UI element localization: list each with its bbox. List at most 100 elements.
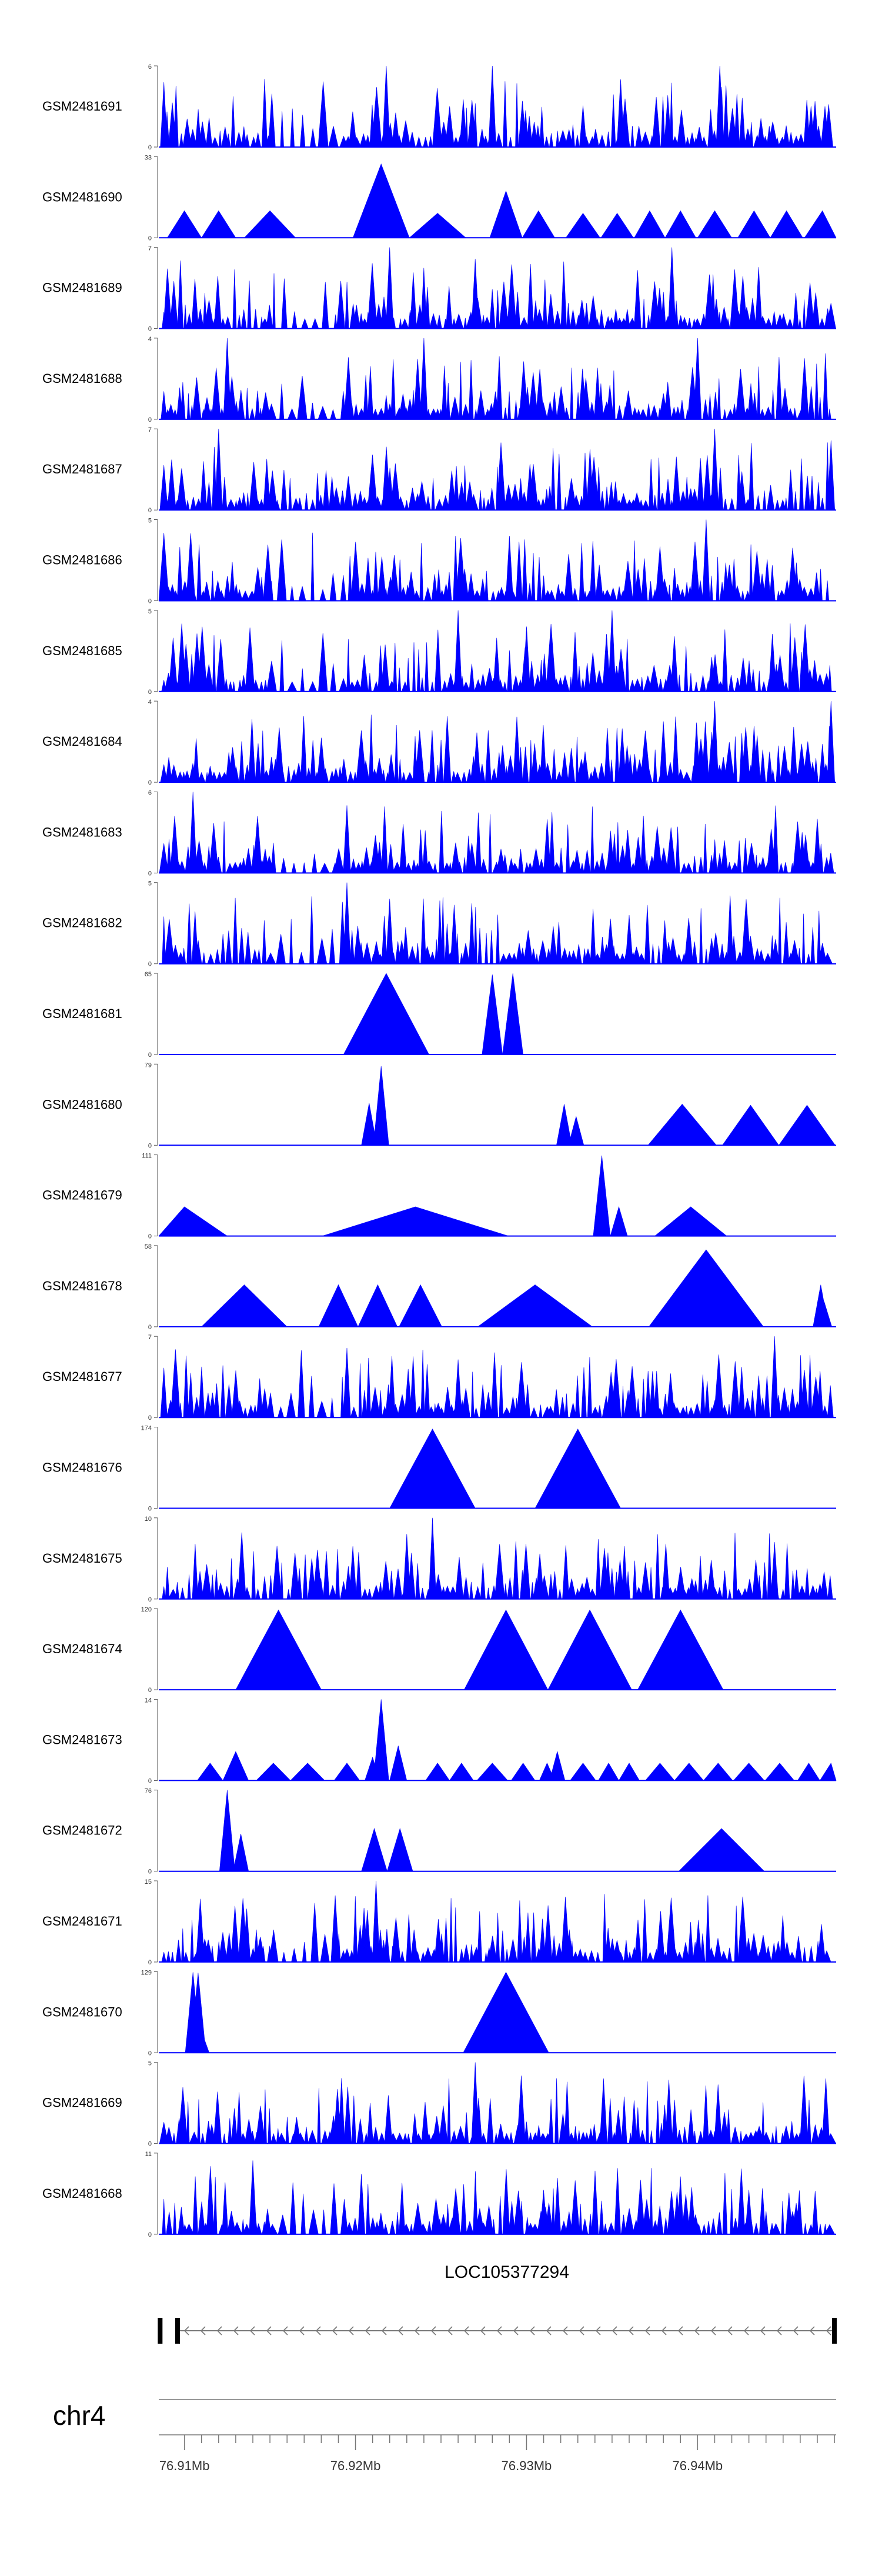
coverage-peak	[813, 758, 818, 783]
coverage-peak	[599, 2200, 604, 2235]
coverage-peak	[554, 2078, 559, 2144]
coverage-peak	[339, 678, 349, 692]
coverage-peak	[496, 356, 503, 420]
coverage-peak	[322, 1206, 509, 1236]
track-GSM2481671: GSM2481671 15 0	[42, 1878, 836, 1966]
coverage-peak	[198, 1366, 205, 1418]
coverage-peak	[549, 926, 557, 964]
track-label: GSM2481689	[42, 281, 122, 295]
coverage-peak	[603, 2223, 608, 2235]
coverage-peak	[505, 536, 514, 601]
track-GSM2481683: GSM2481683 6 0	[42, 789, 836, 877]
y-max-label: 14	[145, 1697, 152, 1704]
coverage-peak	[245, 388, 249, 420]
coverage-peak	[222, 2182, 229, 2235]
coverage-peak	[211, 368, 221, 420]
coverage-peak	[547, 1609, 632, 1690]
coverage-peak	[616, 79, 625, 148]
coverage-peak	[489, 190, 523, 238]
y-max-label: 129	[141, 1969, 152, 1976]
coverage-peak	[380, 644, 390, 692]
coverage-peak	[190, 1920, 194, 1963]
coverage-peak	[447, 2078, 451, 2144]
coverage-peak	[268, 94, 276, 148]
coverage-peak	[419, 543, 424, 601]
coverage-peak	[656, 1911, 665, 1963]
coverage-peak	[783, 922, 790, 964]
coverage-peak	[358, 1363, 362, 1418]
coverage-peak	[674, 1763, 704, 1781]
coverage-peak	[687, 318, 692, 329]
coverage-peak	[636, 1398, 640, 1418]
y-min-label: 0	[148, 870, 152, 877]
coverage-peak	[507, 264, 517, 329]
coverage-peak	[471, 2062, 479, 2144]
coverage-peak	[721, 1105, 780, 1146]
coverage-peak	[415, 1563, 420, 1600]
coverage-peak	[700, 1374, 706, 1418]
gene-exon	[832, 2318, 837, 2344]
coverage-peak	[434, 629, 442, 692]
coverage-peak	[606, 2222, 616, 2235]
coverage-peak	[548, 2098, 554, 2144]
coverage-peak	[274, 727, 285, 783]
coverage-peak	[424, 642, 429, 692]
coverage-peak	[311, 318, 319, 329]
coverage-peak	[717, 378, 721, 420]
coverage-peak	[369, 715, 374, 783]
y-max-label: 5	[148, 518, 152, 525]
coverage-peak	[557, 1589, 562, 1600]
coverage-peak	[598, 852, 606, 873]
coverage-peak	[642, 298, 646, 329]
coverage-peak	[503, 1583, 507, 1600]
coverage-peak	[213, 2091, 222, 2144]
track-label: GSM2481671	[42, 1914, 122, 1928]
coverage-peak	[639, 2130, 646, 2144]
coverage-peak	[178, 2087, 188, 2144]
coverage-peak	[595, 1539, 602, 1600]
coverage-peak	[599, 309, 604, 329]
coverage-peak	[490, 1352, 499, 1418]
x-tick-label: 76.91Mb	[159, 2458, 210, 2473]
coverage-peak	[255, 743, 262, 783]
coverage-peak	[743, 837, 749, 873]
strand-arrow-icon	[365, 2326, 370, 2335]
y-max-label: 76	[145, 1788, 152, 1795]
track-GSM2481672: GSM2481672 76 0	[42, 1788, 836, 1876]
coverage-peak	[420, 1588, 425, 1600]
coverage-peak	[181, 1928, 185, 1963]
strand-arrow-icon	[644, 2326, 650, 2335]
coverage-peak	[399, 2183, 406, 2235]
track-GSM2481679: GSM2481679 111 0	[42, 1153, 836, 1240]
coverage-peak	[556, 1104, 572, 1146]
coverage-peak	[298, 586, 306, 601]
coverage-peak	[800, 2076, 808, 2144]
coverage-peak	[724, 742, 735, 783]
coverage-peak	[700, 1933, 706, 1963]
coverage-peak	[567, 748, 575, 783]
coverage-peak	[653, 1371, 660, 1418]
coverage-peak	[507, 391, 511, 420]
coverage-peak	[473, 732, 481, 783]
coverage-peak	[804, 210, 837, 238]
coverage-peak	[186, 533, 196, 601]
track-GSM2481690: GSM2481690 33 0	[42, 154, 837, 242]
coverage-peak	[634, 210, 666, 238]
coverage-peak	[165, 1567, 170, 1600]
coverage-peak	[202, 582, 211, 601]
coverage-peak	[597, 763, 606, 783]
coverage-peak	[268, 1575, 273, 1600]
track-label: GSM2481672	[42, 1823, 122, 1838]
coverage-peak	[581, 1367, 587, 1418]
coverage-peak	[749, 298, 757, 329]
coverage-peak	[366, 2184, 370, 2235]
coverage-peak	[225, 1384, 233, 1418]
coverage-peak	[517, 1900, 523, 1963]
y-max-label: 7	[148, 426, 152, 433]
coverage-peak	[793, 408, 797, 420]
coverage-peak	[490, 768, 497, 783]
coverage-peak	[559, 1397, 566, 1418]
coverage-peak	[166, 210, 202, 238]
coverage-peak	[278, 2214, 288, 2235]
coverage-peak	[499, 1365, 504, 1418]
